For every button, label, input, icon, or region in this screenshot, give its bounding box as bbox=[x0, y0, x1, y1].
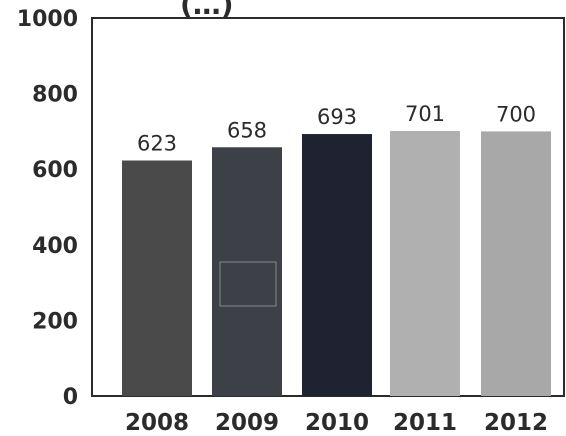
bar-2009 bbox=[212, 147, 282, 396]
bar-2011 bbox=[390, 131, 460, 396]
y-tick-label: 0 bbox=[63, 385, 78, 410]
x-tick-label: 2010 bbox=[305, 410, 369, 436]
y-tick-label: 600 bbox=[32, 158, 78, 183]
bar-inset-box bbox=[219, 261, 277, 307]
y-tick-label: 200 bbox=[32, 309, 78, 334]
data-label: 700 bbox=[496, 102, 536, 126]
bar-2010 bbox=[302, 134, 372, 396]
data-labels: 623 658 693 701 700 bbox=[137, 102, 536, 155]
x-tick-label: 2012 bbox=[484, 410, 548, 436]
x-tick-label: 2008 bbox=[125, 410, 189, 436]
data-label: 623 bbox=[137, 132, 177, 156]
bar-2012 bbox=[481, 131, 551, 396]
data-label: 693 bbox=[317, 105, 357, 129]
bar-2008 bbox=[122, 160, 192, 396]
data-label: 701 bbox=[405, 102, 445, 126]
y-tick-label: 400 bbox=[32, 234, 78, 259]
y-tick-label: 800 bbox=[32, 83, 78, 108]
x-axis-ticks: 2008 2009 2010 2011 2012 bbox=[125, 410, 548, 436]
y-tick-label: 1000 bbox=[17, 7, 78, 32]
x-tick-label: 2009 bbox=[215, 410, 279, 436]
x-tick-label: 2011 bbox=[393, 410, 457, 436]
bars bbox=[122, 131, 551, 396]
data-label: 658 bbox=[227, 118, 267, 142]
chart-title: (…) bbox=[180, 0, 234, 21]
y-axis-ticks: 0 200 400 600 800 1000 bbox=[17, 7, 78, 410]
